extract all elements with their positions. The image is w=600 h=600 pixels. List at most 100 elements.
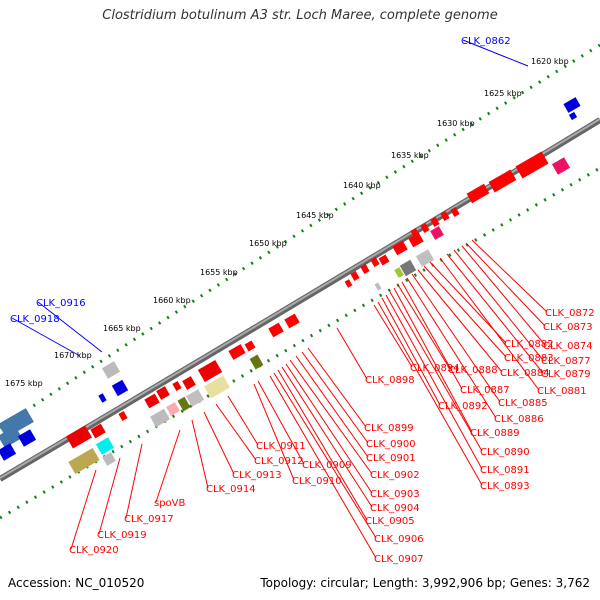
- kbp-label: 1665 kbp: [103, 324, 141, 333]
- label-leader-line: [336, 327, 368, 380]
- gene-label-forward[interactable]: CLK_0901: [366, 453, 416, 464]
- gene-feature: [466, 183, 490, 204]
- label-leader-line: [385, 294, 483, 470]
- gene-feature: [182, 376, 196, 390]
- gene-label-forward[interactable]: CLK_0894: [410, 363, 460, 374]
- gene-label-forward[interactable]: CLK_0913: [232, 470, 282, 481]
- gene-feature: [488, 169, 517, 193]
- label-leader-line: [381, 297, 441, 406]
- label-leader-line: [453, 249, 544, 361]
- gene-label-reverse[interactable]: CLK_0918: [10, 314, 60, 325]
- gene-feature: [111, 379, 129, 397]
- gene-feature: [95, 437, 115, 455]
- gene-label-forward[interactable]: CLK_0914: [206, 484, 256, 495]
- gene-label-forward[interactable]: spoVB: [154, 498, 186, 509]
- gene-label-forward[interactable]: CLK_0882: [504, 339, 554, 350]
- kbp-label: 1675 kbp: [5, 379, 43, 388]
- gene-label-forward[interactable]: CLK_0891: [480, 465, 530, 476]
- gene-label-forward[interactable]: CLK_0911: [256, 441, 306, 452]
- gene-feature: [68, 447, 100, 475]
- gene-feature: [17, 429, 37, 447]
- topology-summary: Topology: circular; Length: 3,992,906 bp…: [260, 576, 590, 590]
- label-leaders: [11, 39, 548, 559]
- gene-feature: [430, 217, 440, 227]
- gene-feature: [430, 226, 444, 240]
- gene-label-forward[interactable]: CLK_0910: [292, 476, 342, 487]
- gene-label-forward[interactable]: CLK_0898: [365, 375, 415, 386]
- gene-label-forward[interactable]: CLK_0873: [543, 322, 593, 333]
- kbp-label: 1655 kbp: [200, 268, 238, 277]
- gene-label-forward[interactable]: CLK_0887: [460, 385, 510, 396]
- gene-label-forward[interactable]: CLK_0919: [97, 530, 147, 541]
- gene-feature: [90, 423, 106, 439]
- label-leader-line: [281, 366, 373, 508]
- label-leader-line: [393, 287, 473, 433]
- label-leader-line: [257, 380, 305, 465]
- gene-feature: [408, 232, 424, 248]
- gene-label-forward[interactable]: CLK_0917: [124, 514, 174, 525]
- gene-label-forward[interactable]: CLK_0881: [537, 386, 587, 397]
- gene-feature: [440, 211, 450, 221]
- gene-label-forward[interactable]: CLK_0877: [541, 356, 591, 367]
- gene-feature: [399, 259, 417, 277]
- gene-feature: [551, 157, 571, 175]
- label-leader-line: [417, 269, 503, 373]
- label-leader-line: [285, 363, 373, 494]
- gene-label-forward[interactable]: CLK_0904: [370, 503, 420, 514]
- gene-label-forward[interactable]: CLK_0883: [504, 353, 554, 364]
- gene-feature: [228, 344, 246, 360]
- label-leader-line: [462, 39, 529, 67]
- gene-feature: [415, 249, 435, 267]
- gene-label-forward[interactable]: CLK_0885: [498, 398, 548, 409]
- gene-label-forward[interactable]: CLK_0872: [545, 308, 595, 319]
- gene-label-reverse[interactable]: CLK_0916: [36, 298, 86, 309]
- gene-feature: [268, 322, 284, 338]
- gene-feature: [0, 443, 17, 461]
- gene-label-forward[interactable]: CLK_0889: [470, 428, 520, 439]
- kbp-label: 1660 kbp: [153, 296, 191, 305]
- gene-label-forward[interactable]: CLK_0912: [254, 456, 304, 467]
- kbp-label: 1625 kbp: [484, 89, 522, 98]
- label-leader-line: [446, 253, 544, 374]
- gene-label-forward[interactable]: CLK_0905: [365, 516, 415, 527]
- gene-feature: [344, 279, 353, 288]
- gene-label-reverse[interactable]: CLK_0862: [461, 36, 511, 47]
- gene-label-forward[interactable]: CLK_0899: [364, 423, 414, 434]
- gene-label-forward[interactable]: CLK_0884: [500, 368, 550, 379]
- gene-label-forward[interactable]: CLK_0909: [302, 460, 352, 471]
- gene-label-forward[interactable]: CLK_0920: [69, 545, 119, 556]
- gene-feature: [563, 97, 581, 113]
- gene-label-forward[interactable]: CLK_0893: [480, 481, 530, 492]
- label-leader-line: [227, 395, 259, 446]
- gene-label-forward[interactable]: CLK_0890: [480, 447, 530, 458]
- gene-feature: [420, 223, 430, 233]
- gene-label-forward[interactable]: CLK_0886: [494, 414, 544, 425]
- label-leader-line: [125, 443, 143, 519]
- gene-feature: [360, 264, 370, 274]
- gene-feature: [0, 425, 23, 449]
- label-leader-line: [397, 284, 451, 370]
- label-leader-line: [70, 469, 97, 550]
- gene-feature: [203, 375, 231, 399]
- gene-feature: [394, 267, 404, 278]
- label-leader-line: [37, 301, 103, 353]
- label-leader-line: [295, 355, 369, 458]
- gene-label-forward[interactable]: CLK_0903: [370, 489, 420, 500]
- gene-label-forward[interactable]: CLK_0888: [448, 365, 498, 376]
- gene-label-forward[interactable]: CLK_0902: [370, 470, 420, 481]
- label-leader-line: [389, 291, 483, 452]
- label-leader-line: [423, 265, 507, 358]
- gene-feature: [101, 361, 121, 379]
- gene-label-forward[interactable]: CLK_0874: [543, 341, 593, 352]
- gene-label-forward[interactable]: CLK_0879: [541, 369, 591, 380]
- label-leader-line: [465, 242, 546, 327]
- gene-label-forward[interactable]: CLK_0907: [374, 554, 424, 565]
- gene-label-forward[interactable]: CLK_0900: [366, 439, 416, 450]
- label-leader-line: [98, 457, 121, 535]
- gene-feature: [392, 240, 408, 256]
- kbp-label: 1670 kbp: [54, 351, 92, 360]
- gene-label-forward[interactable]: CLK_0906: [374, 534, 424, 545]
- gene-labels: CLK_0872 CLK_0873 CLK_0874 CLK_0877 CLK_0879…: [10, 36, 595, 565]
- kbp-label: 1620 kbp: [531, 57, 569, 66]
- gene-label-forward[interactable]: CLK_0892: [438, 401, 488, 412]
